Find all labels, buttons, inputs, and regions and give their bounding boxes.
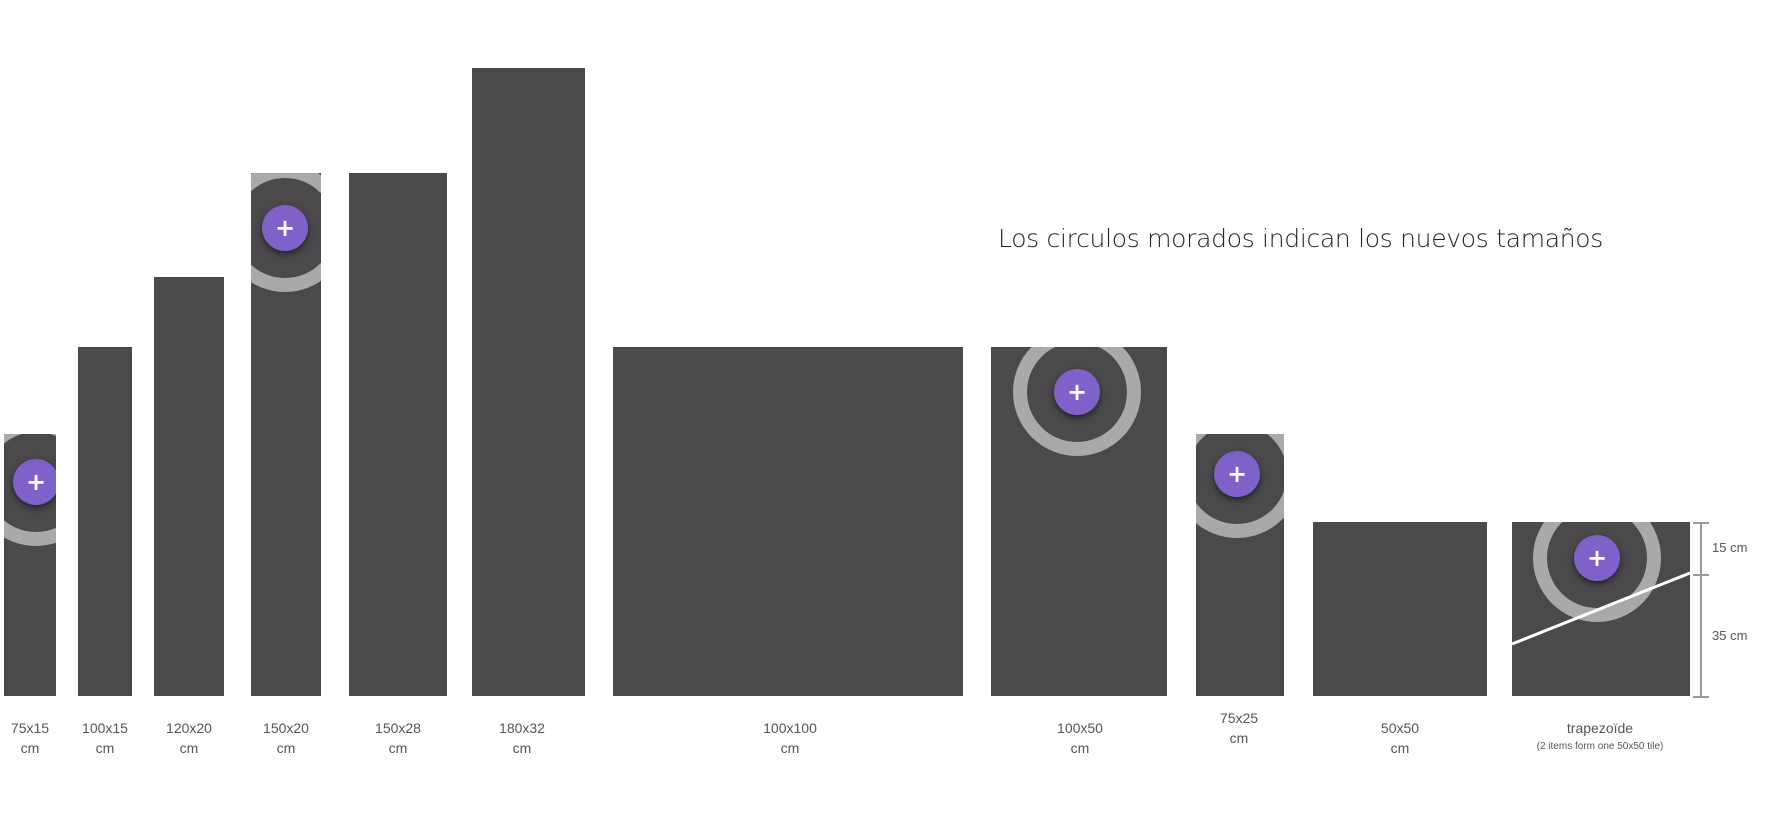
plus-icon: +: [13, 459, 56, 505]
tile-180x32: [472, 68, 585, 696]
label-size: 75x15: [10, 720, 50, 736]
label-size: 100x50: [1057, 720, 1103, 736]
label-unit: cm: [1390, 740, 1410, 756]
tile-150x28: [349, 173, 447, 696]
label-size: 180x32: [499, 720, 545, 736]
tile-75x25: +: [1196, 434, 1284, 696]
label-unit: cm: [1229, 730, 1249, 746]
dimension-bottom-label: 35 cm: [1712, 628, 1748, 643]
tile-50x50: [1313, 522, 1487, 696]
tile-150x20: +: [251, 173, 321, 696]
legend-note: Los circulos morados indican los nuevos …: [998, 224, 1604, 253]
label-unit: cm: [95, 740, 115, 756]
label-size: 100x100: [763, 720, 817, 736]
label-unit: cm: [20, 740, 40, 756]
label-size: 150x28: [375, 720, 421, 736]
tile-100x100: [613, 347, 963, 696]
label-trapezoide: trapezoïde (2 items form one 50x50 tile): [1537, 718, 1664, 756]
label-size: 75x25: [1219, 710, 1259, 726]
dimension-tick-middle: [1693, 574, 1709, 576]
label-unit: cm: [512, 740, 532, 756]
label-unit: cm: [780, 740, 800, 756]
label-unit: cm: [1070, 740, 1090, 756]
label-100x100: 100x100 cm: [763, 718, 817, 758]
label-unit: cm: [276, 740, 296, 756]
label-size: 150x20: [263, 720, 309, 736]
dimension-tick-bottom: [1693, 696, 1709, 698]
label-75x25: 75x25 cm: [1220, 708, 1258, 748]
label-50x50: 50x50 cm: [1381, 718, 1419, 758]
label-75x15: 75x15 cm: [11, 718, 49, 758]
label-150x20: 150x20 cm: [263, 718, 309, 758]
label-size: trapezoïde: [1566, 720, 1634, 736]
dimension-top-label: 15 cm: [1712, 540, 1748, 555]
label-100x15: 100x15 cm: [82, 718, 128, 758]
dimension-line: [1700, 522, 1702, 698]
label-100x50: 100x50 cm: [1057, 718, 1103, 758]
plus-icon: +: [1574, 535, 1620, 581]
label-size: 120x20: [166, 720, 212, 736]
label-note: (2 items form one 50x50 tile): [1536, 741, 1664, 752]
label-unit: cm: [179, 740, 199, 756]
tile-100x50: +: [991, 347, 1167, 696]
label-unit: cm: [388, 740, 408, 756]
tile-75x15: +: [4, 434, 56, 696]
plus-icon: +: [1214, 451, 1260, 497]
new-size-ring: [4, 434, 56, 546]
dimension-tick-top: [1693, 522, 1709, 524]
tile-120x20: [154, 277, 224, 696]
tile-trapezoide: +: [1512, 522, 1690, 696]
plus-icon: +: [1054, 369, 1100, 415]
plus-icon: +: [262, 205, 308, 251]
label-180x32: 180x32 cm: [499, 718, 545, 758]
label-size: 50x50: [1380, 720, 1420, 736]
tile-100x15: [78, 347, 132, 696]
label-150x28: 150x28 cm: [375, 718, 421, 758]
label-120x20: 120x20 cm: [166, 718, 212, 758]
new-size-ring: [251, 173, 321, 292]
label-size: 100x15: [82, 720, 128, 736]
